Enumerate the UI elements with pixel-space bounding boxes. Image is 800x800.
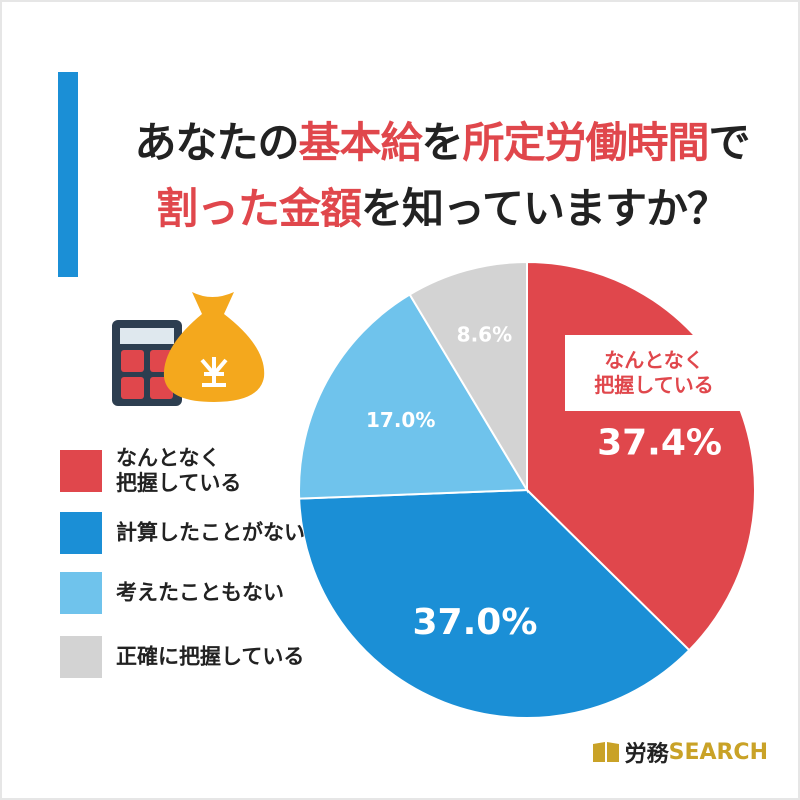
title-segment: 所定労働時間 xyxy=(462,118,710,167)
title-segment: を知っていますか？ xyxy=(361,184,729,233)
title-segment: 割った金額 xyxy=(156,184,362,233)
title-segment: 基本給 xyxy=(298,118,422,167)
legend-swatch xyxy=(60,450,102,492)
title-segment: で xyxy=(708,118,751,167)
legend-swatch xyxy=(60,572,102,614)
title-segment: を xyxy=(421,118,463,167)
pie-slice xyxy=(298,293,529,500)
calculator-icon xyxy=(112,320,182,406)
money-bag-icon xyxy=(163,292,265,402)
legend-label: 考えたこともない xyxy=(116,580,284,605)
brand: 労務 SEARCH xyxy=(591,736,768,768)
value-label: 8.6% xyxy=(457,323,512,347)
brand-icon xyxy=(592,742,619,762)
callout: なんとなく 把握している xyxy=(565,335,743,411)
title-line: 割った金額を知っていますか？ xyxy=(102,176,782,242)
legend-label: 計算したことがない xyxy=(116,520,305,545)
value-label: 37.4% xyxy=(597,423,722,464)
pie-slice xyxy=(408,260,528,494)
legend-swatch xyxy=(60,636,102,678)
value-label: 37.0% xyxy=(413,602,538,643)
legend-label: なんとなく 把握している xyxy=(116,446,242,495)
legend-swatch xyxy=(60,512,102,554)
title-bar xyxy=(58,72,78,277)
brand-name: 労務 xyxy=(624,742,669,767)
title-segment: あなたの xyxy=(134,118,299,167)
title-line: あなたの基本給を所定労働時間で xyxy=(102,110,782,176)
legend-label: 正確に把握している xyxy=(116,644,305,669)
title: あなたの基本給を所定労働時間で 割った金額を知っていますか？ xyxy=(102,110,782,242)
brand-suffix: SEARCH xyxy=(668,739,768,765)
value-label: 17.0% xyxy=(366,408,435,432)
pie-slice xyxy=(298,488,691,719)
